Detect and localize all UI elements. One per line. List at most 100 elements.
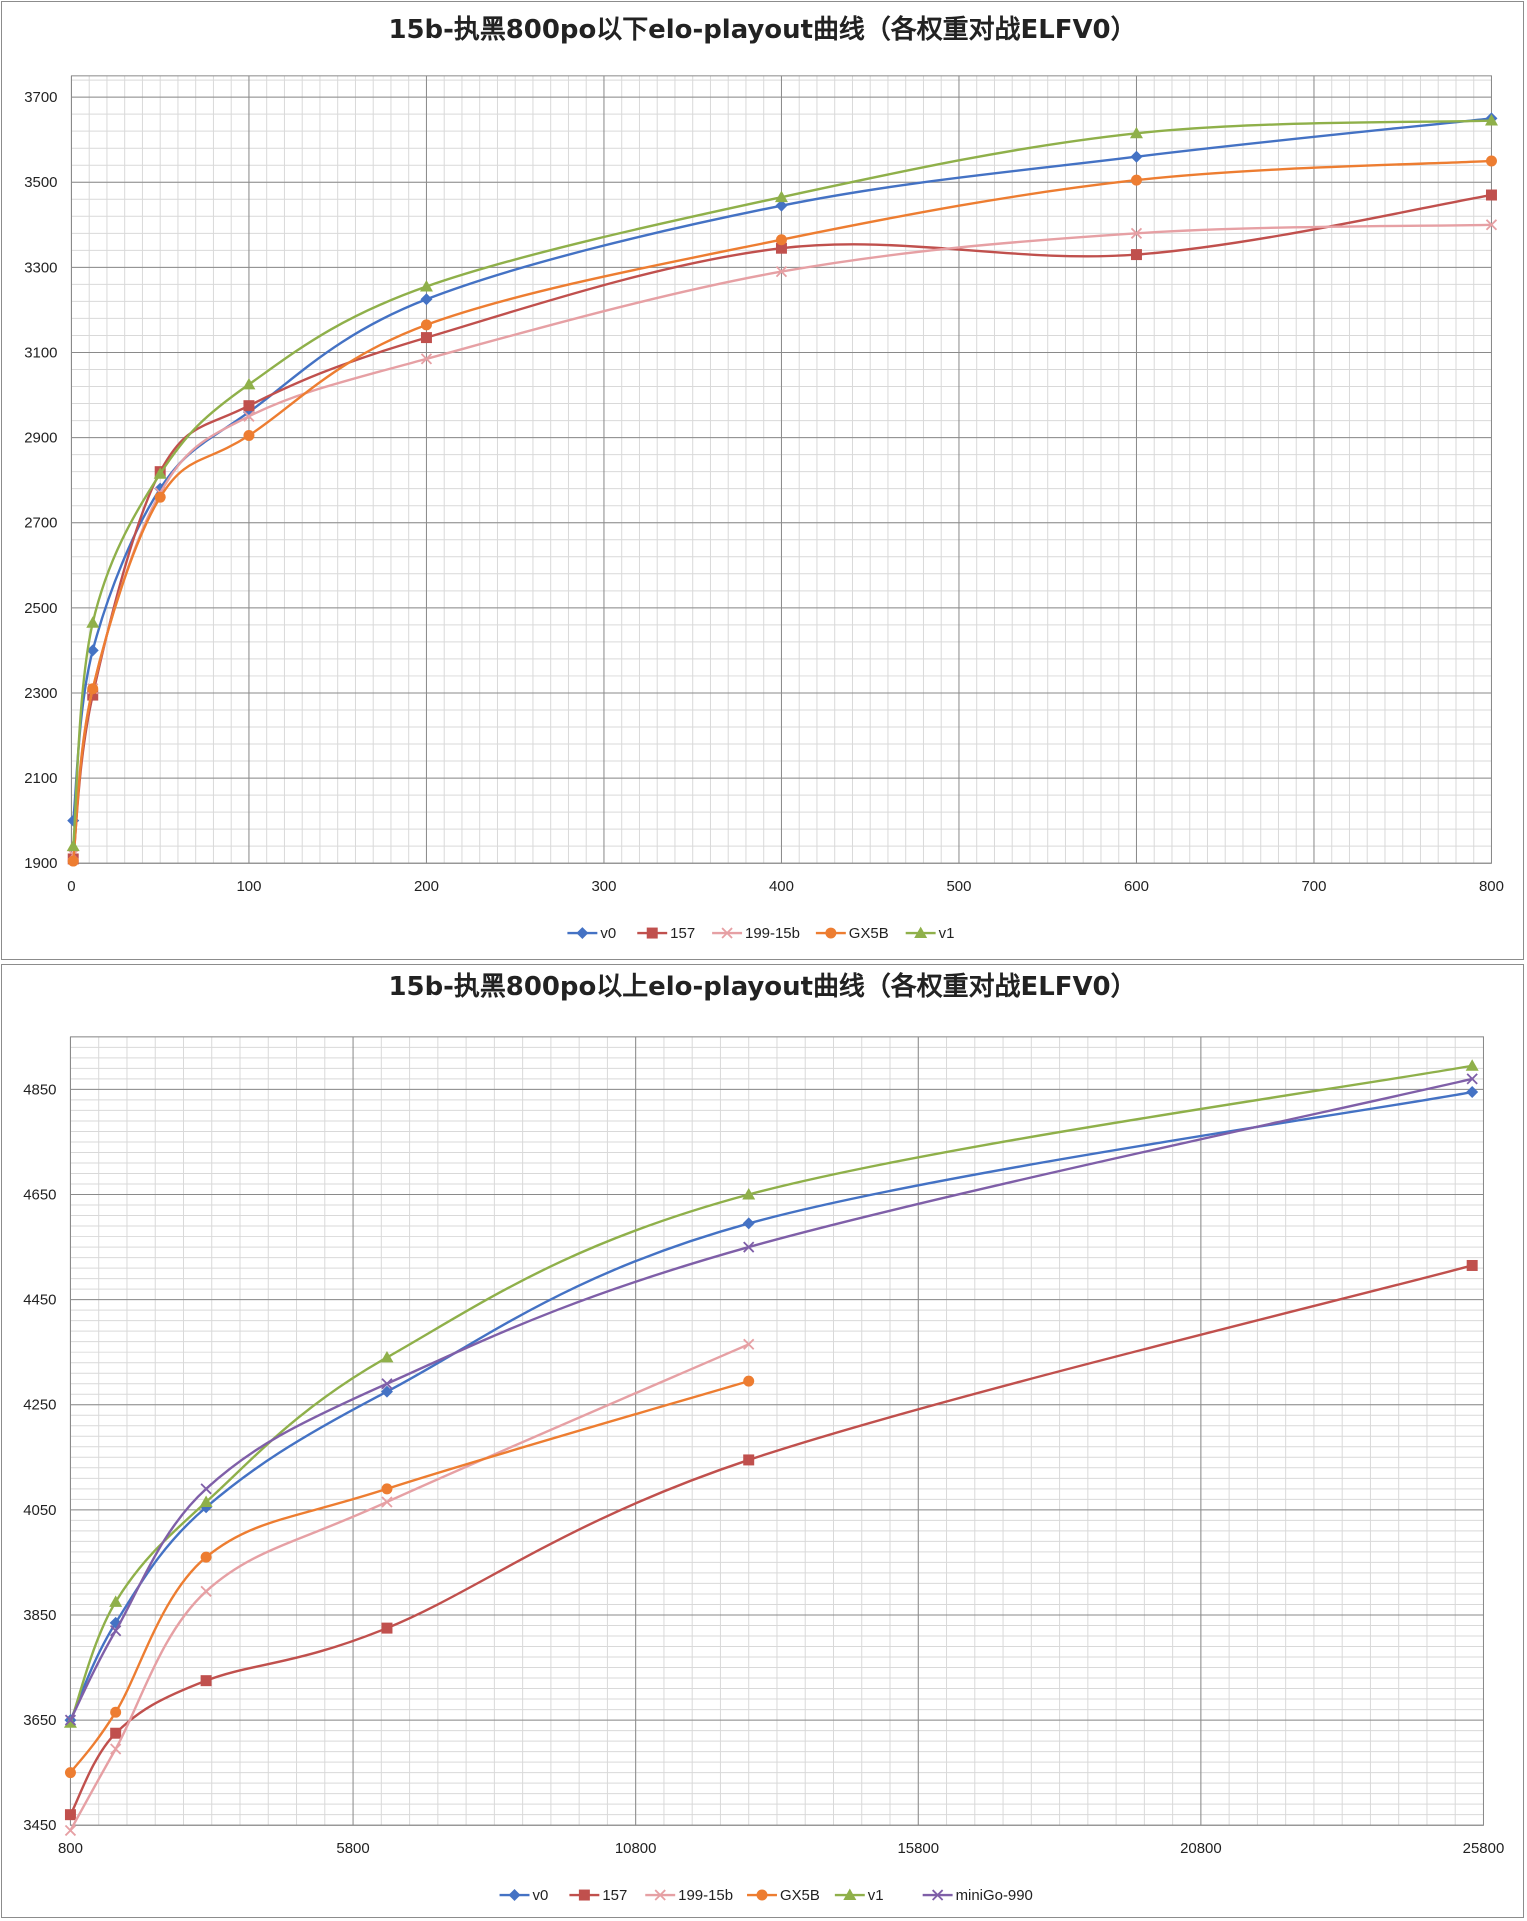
chart-2-point-miniGo-990 <box>743 1241 755 1253</box>
chart-2-legend-marker <box>578 1889 590 1901</box>
chart-1-point-157 <box>420 332 432 344</box>
chart-1-point-GX5B <box>87 683 99 695</box>
chart-2-point-v0 <box>742 1217 755 1230</box>
chart-2-series-v0 <box>64 1086 1479 1727</box>
chart-2-point-157 <box>64 1809 76 1821</box>
chart-1-point-199-15b <box>1485 219 1498 231</box>
chart-1-title: 15b-执黑800po以下elo-playout曲线（各权重对战ELFV0） <box>388 14 1136 45</box>
chart-2-legend-item-GX5B: GX5B <box>747 1887 820 1904</box>
chart-2-point-157 <box>1466 1259 1478 1271</box>
chart-1-point-157 <box>775 242 787 254</box>
chart-2-point-miniGo-990 <box>381 1378 393 1390</box>
chart-2-point-miniGo-990 <box>1466 1073 1478 1085</box>
chart-2-legend-marker <box>843 1888 857 1901</box>
chart-2-point-199-15b <box>64 1824 77 1837</box>
chart-2-x-tick-label: 20800 <box>1180 1840 1222 1857</box>
chart-2-point-157 <box>200 1675 212 1687</box>
chart-1-legend-item-199-15b: 199-15b <box>712 925 800 942</box>
chart-2-point-GX5B <box>743 1375 755 1387</box>
chart-1-y-tick-label: 3700 <box>24 89 57 106</box>
chart-1-x-tick-label: 100 <box>236 878 261 895</box>
chart-1-point-v1 <box>1129 126 1143 139</box>
chart-2-legend-label: miniGo-990 <box>956 1887 1033 1904</box>
chart-1-series-GX5B <box>67 155 1497 867</box>
chart-2-point-v1 <box>199 1495 213 1507</box>
chart-2-x-tick-label: 25800 <box>1463 1840 1505 1857</box>
chart-1-point-v1 <box>774 190 788 203</box>
chart-1-series-v0 <box>67 112 1498 827</box>
chart-1-legend-label: GX5B <box>849 925 889 942</box>
chart-2-point-v1 <box>109 1595 123 1607</box>
chart-1-point-v0 <box>86 644 99 657</box>
chart-2-legend-item-157: 157 <box>569 1887 627 1904</box>
chart-1-grid <box>70 75 1492 864</box>
chart-1-x-tick-label: 0 <box>67 878 75 895</box>
chart-1-y-tick-label: 3300 <box>24 259 57 276</box>
chart-2-series-miniGo-990 <box>64 1073 1478 1726</box>
chart-2-point-199-15b <box>200 1585 212 1597</box>
chart-1-point-157 <box>87 689 99 701</box>
chart-1-legend-marker <box>646 927 658 939</box>
chart-1-point-v0 <box>420 293 433 306</box>
chart-2-point-v1 <box>380 1350 394 1363</box>
chart-1-legend-label: 199-15b <box>745 925 800 942</box>
chart-2-y-tick-label: 4250 <box>23 1397 56 1414</box>
chart-1-point-GX5B <box>1485 155 1497 167</box>
chart-1-legend-label: v0 <box>600 925 616 942</box>
chart-1-point-GX5B <box>775 234 787 246</box>
chart-2-legend-marker <box>932 1889 944 1901</box>
chart-2-legend-label: GX5B <box>780 1887 820 1904</box>
chart-1-point-v1 <box>153 467 167 479</box>
chart-2-legend-item-v0: v0 <box>499 1887 548 1904</box>
chart-2-legend-item-miniGo-990: miniGo-990 <box>922 1887 1033 1904</box>
chart-1-x-tick-label: 200 <box>414 878 439 895</box>
chart-2-x-tick-label: 5800 <box>336 1840 369 1857</box>
chart-1-legend-item-v0: v0 <box>567 925 616 942</box>
chart-2-point-157 <box>381 1622 393 1634</box>
chart-1-point-GX5B <box>420 319 432 331</box>
chart-2-legend-marker <box>756 1889 768 1901</box>
chart-1-legend-item-GX5B: GX5B <box>815 925 889 942</box>
chart-2-point-v1 <box>742 1188 756 1200</box>
chart-1-x-tick-label: 400 <box>769 878 794 895</box>
chart-2-legend-label: 157 <box>602 1887 627 1904</box>
chart-1-y-tick-label: 3500 <box>24 174 57 191</box>
chart-2-point-GX5B <box>64 1767 76 1779</box>
chart-2-x-tick-label: 15800 <box>897 1840 939 1857</box>
chart-2-series-v1 <box>63 1059 1479 1728</box>
chart-1-legend-item-157: 157 <box>637 925 695 942</box>
chart-1-legend-marker <box>576 927 589 940</box>
chart-1-point-199-15b <box>775 265 788 278</box>
chart-1-y-tick-label: 2500 <box>24 600 57 617</box>
chart-2-legend-item-199-15b: 199-15b <box>645 1887 733 1904</box>
chart-1-point-v1 <box>66 839 80 852</box>
chart-2-point-GX5B <box>200 1551 212 1563</box>
chart-1-legend: v0 157 199-15b GX5B v1 <box>567 925 954 942</box>
chart-1-legend-marker <box>914 926 928 939</box>
chart-2-point-v0 <box>380 1385 393 1398</box>
chart-2-legend-marker <box>508 1889 521 1902</box>
chart-1-point-199-15b <box>1130 227 1143 239</box>
chart-1-x-tick-label: 300 <box>591 878 616 895</box>
chart-2-x-tick-label: 10800 <box>615 1840 657 1857</box>
chart-2-point-157 <box>743 1454 755 1466</box>
chart-2-point-miniGo-990 <box>200 1483 212 1495</box>
chart-2-legend-item-v1: v1 <box>834 1887 884 1904</box>
chart-1-series-v1 <box>66 114 1498 852</box>
chart-1-point-GX5B <box>1130 174 1142 186</box>
chart-1-point-GX5B <box>243 429 255 441</box>
chart-2-y-tick-label: 3850 <box>23 1607 56 1624</box>
chart-1-point-v1 <box>242 377 256 390</box>
chart-2-grid <box>69 1036 1484 1826</box>
chart-1-x-tick-label: 600 <box>1124 878 1149 895</box>
chart-2-point-miniGo-990 <box>110 1625 122 1637</box>
chart-1-point-v0 <box>1130 150 1143 163</box>
chart-1-x-tick-label: 800 <box>1479 878 1504 895</box>
chart-1-legend-item-v1: v1 <box>905 925 954 942</box>
chart-2-series-line-157 <box>69 1264 1474 1816</box>
chart-2-legend-label: 199-15b <box>678 1887 733 1904</box>
chart-1-y-tick-label: 1900 <box>24 855 57 872</box>
chart-1-y-tick-label: 2100 <box>24 770 57 787</box>
chart-2-point-GX5B <box>381 1483 393 1495</box>
chart-2-series-199-15b <box>64 1338 755 1837</box>
